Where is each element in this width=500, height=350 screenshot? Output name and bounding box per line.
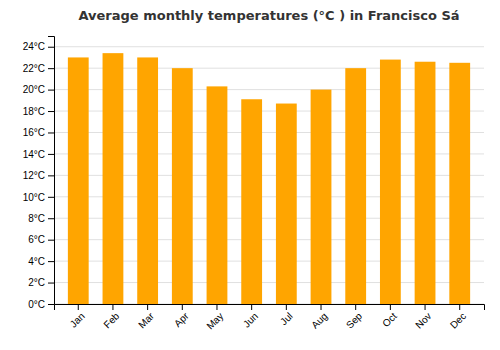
x-tick-label: Jan [68, 310, 87, 329]
y-tick-label: 10°C [23, 192, 45, 203]
title: Average monthly temperatures (°C ) in Fr… [78, 8, 459, 23]
bar [241, 99, 262, 304]
bar [68, 57, 89, 304]
x-tick-mark [112, 304, 113, 310]
y-tick-mark [48, 68, 54, 69]
x-tick-label: Dec [448, 310, 468, 330]
bar [207, 86, 228, 304]
y-tick: 4°C [28, 256, 54, 267]
x-tick-label: Apr [172, 310, 191, 329]
bar [276, 104, 297, 304]
x-tick-mark [355, 304, 356, 310]
y-tick-mark [48, 90, 54, 91]
y-tick-mark [48, 175, 54, 176]
x-tick: Jan [68, 304, 87, 330]
y-tick-label: 0°C [28, 299, 45, 310]
x-tick: Feb [101, 304, 121, 330]
x-tick-label: Sep [344, 310, 365, 331]
x-tick-mark [216, 304, 217, 310]
y-tick-mark [48, 111, 54, 112]
x-tick: Oct [380, 304, 399, 329]
x-tick: Aug [309, 304, 329, 331]
x-tick-mark [182, 304, 183, 310]
bar [311, 90, 332, 304]
x-tick: Mar [136, 304, 156, 330]
bar [345, 68, 366, 304]
x-tick-label: Jun [241, 310, 260, 329]
x-tick: Apr [172, 304, 191, 329]
y-tick: 24°C [23, 41, 54, 52]
y-tick-label: 22°C [23, 63, 45, 74]
y-tick: 16°C [23, 127, 54, 138]
x-tick: Dec [448, 304, 468, 331]
y-axis: 0°C 2°C 4°C 6°C 8°C 10°C 12°C 14°C 16°C 18°C 20°C 2… [23, 37, 55, 310]
y-tick-label: 24°C [23, 41, 45, 52]
y-tick: 10°C [23, 192, 54, 203]
y-tick-mark [48, 283, 54, 284]
y-tick-mark [48, 304, 54, 305]
y-tick: 18°C [23, 106, 54, 117]
y-tick-mark [48, 132, 54, 133]
y-tick-label: 2°C [28, 277, 45, 288]
y-tick-mark [48, 197, 54, 198]
y-tick-mark [48, 261, 54, 262]
bar [415, 62, 436, 304]
x-tick-mark [251, 304, 252, 310]
y-tick-mark [48, 47, 54, 48]
y-tick: 0°C [28, 299, 54, 310]
x-tick-mark [321, 304, 322, 310]
y-tick-label: 12°C [23, 170, 45, 181]
x-tick: Jul [278, 304, 295, 327]
x-tick-label: Mar [136, 310, 156, 330]
y-tick: 2°C [28, 277, 54, 288]
x-tick: Jun [241, 304, 260, 330]
bar [172, 68, 193, 304]
y-tick-label: 6°C [28, 234, 45, 245]
x-tick-label: Feb [101, 310, 121, 330]
x-tick: Nov [413, 304, 433, 331]
bar [449, 63, 470, 304]
x-tick-mark [78, 304, 79, 310]
bars [68, 53, 470, 304]
x-tick-label: Jul [278, 310, 295, 327]
bar [380, 60, 401, 304]
y-tick-label: 16°C [23, 127, 45, 138]
y-tick-label: 4°C [28, 256, 45, 267]
grid [54, 47, 484, 304]
y-tick: 20°C [23, 84, 54, 95]
x-tick-mark [286, 304, 287, 310]
y-tick-label: 20°C [23, 84, 45, 95]
chart: 0°C 2°C 4°C 6°C 8°C 10°C 12°C 14°C 16°C 18°C 20°C 2… [0, 0, 500, 350]
y-axis-line [48, 37, 55, 305]
x-tick-mark [425, 304, 426, 310]
y-tick-label: 18°C [23, 106, 45, 117]
x-tick-mark [390, 304, 391, 310]
x-tick-mark [147, 304, 148, 310]
y-tick-mark [48, 154, 54, 155]
x-tick: May [204, 304, 225, 332]
y-tick-mark [48, 240, 54, 241]
x-tick: Sep [344, 304, 365, 331]
y-tick: 8°C [28, 213, 54, 224]
x-tick-label: Aug [309, 310, 329, 330]
x-tick-label: Nov [413, 310, 433, 330]
y-tick-mark [48, 218, 54, 219]
bar [103, 53, 124, 304]
y-tick: 6°C [28, 234, 54, 245]
x-axis: Jan Feb Mar Apr May Jun Jul Aug Sep Oct Nov Dec [55, 304, 485, 332]
x-axis-line [55, 305, 485, 311]
y-tick: 12°C [23, 170, 54, 181]
grid-line [54, 46, 484, 47]
y-tick-label: 14°C [23, 149, 45, 160]
x-tick-mark [459, 304, 460, 310]
x-tick-label: May [204, 310, 225, 331]
bar [137, 57, 158, 304]
y-tick-label: 8°C [28, 213, 45, 224]
x-tick-label: Oct [380, 310, 399, 329]
plot: 0°C 2°C 4°C 6°C 8°C 10°C 12°C 14°C 16°C 18°C 20°C 2… [23, 37, 485, 332]
y-tick: 14°C [23, 149, 54, 160]
y-tick: 22°C [23, 63, 54, 74]
